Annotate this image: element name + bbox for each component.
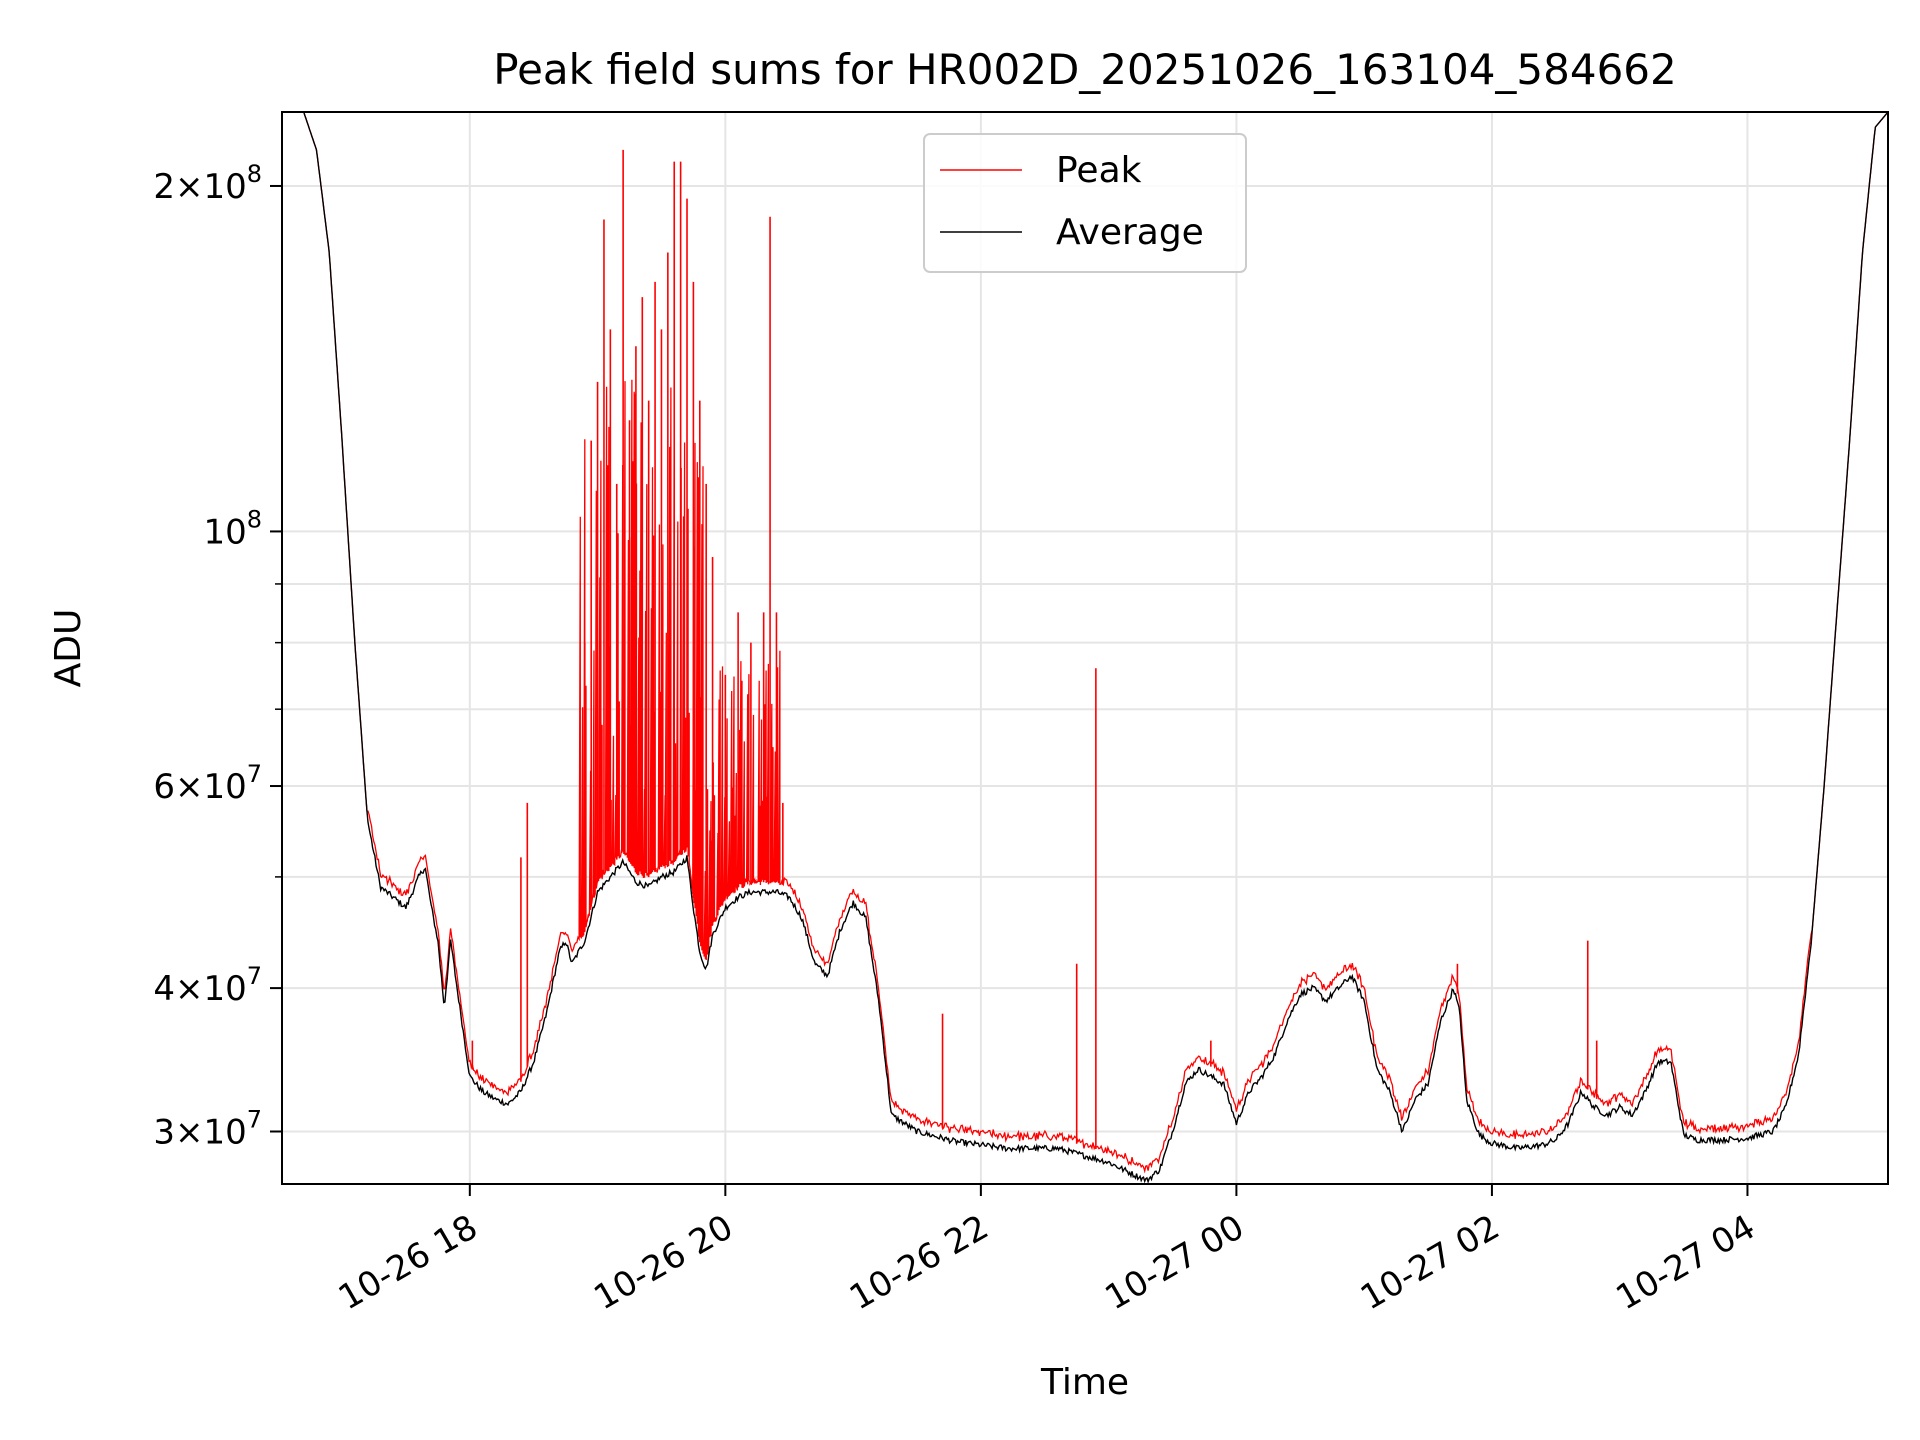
y-tick-label: 6×107 [153, 760, 262, 807]
peak-series-line [282, 112, 1888, 1174]
y-tick-exponent: 7 [247, 760, 262, 788]
x-tick-label: 10-27 04 [1610, 1207, 1762, 1318]
y-tick-mantissa: 6 [153, 767, 175, 807]
y-tick-times: × [175, 767, 204, 807]
y-tick-mantissa: 3 [153, 1112, 175, 1152]
legend-label-average: Average [1056, 212, 1204, 253]
x-tick-label: 10-26 18 [332, 1207, 484, 1318]
legend: Peak Average [923, 133, 1247, 273]
y-tick-times: × [175, 969, 204, 1009]
y-tick-exponent: 7 [247, 1105, 262, 1133]
y-tick-base: 10 [203, 767, 246, 807]
chart-title: Peak field sums for HR002D_20251026_1631… [493, 45, 1677, 94]
y-tick-base: 10 [203, 969, 246, 1009]
x-tick-label: 10-26 20 [587, 1207, 739, 1318]
y-tick-base: 10 [203, 167, 246, 207]
x-axis-label: Time [1040, 1362, 1129, 1403]
legend-label-peak: Peak [1056, 150, 1142, 191]
y-axis-label: ADU [48, 609, 89, 688]
y-tick-label: 2×108 [153, 160, 262, 207]
average-series-line [282, 112, 1888, 1184]
y-tick-base: 10 [203, 1112, 246, 1152]
y-tick-exponent: 8 [247, 160, 262, 188]
series-group [282, 112, 1888, 1184]
x-tick-label: 10-27 02 [1354, 1207, 1506, 1318]
y-tick-exponent: 7 [247, 962, 262, 990]
x-tick-label: 10-27 00 [1099, 1207, 1251, 1318]
y-tick-exponent: 8 [247, 505, 262, 533]
plot-frame [281, 111, 1889, 1185]
x-tick-label: 10-26 22 [843, 1207, 995, 1318]
y-tick-label: 108 [203, 505, 262, 552]
legend-frame [923, 133, 1247, 273]
x-ticks: 10-26 18 10-26 20 10-26 22 10-27 00 10-27 02… [332, 1184, 1762, 1318]
y-tick-base: 10 [203, 512, 246, 552]
y-tick-mantissa: 2 [153, 167, 175, 207]
y-tick-label: 3×107 [153, 1105, 262, 1152]
y-tick-times: × [175, 167, 204, 207]
y-tick-times: × [175, 1112, 204, 1152]
y-tick-label: 4×107 [153, 962, 262, 1009]
y-tick-mantissa: 4 [153, 969, 175, 1009]
